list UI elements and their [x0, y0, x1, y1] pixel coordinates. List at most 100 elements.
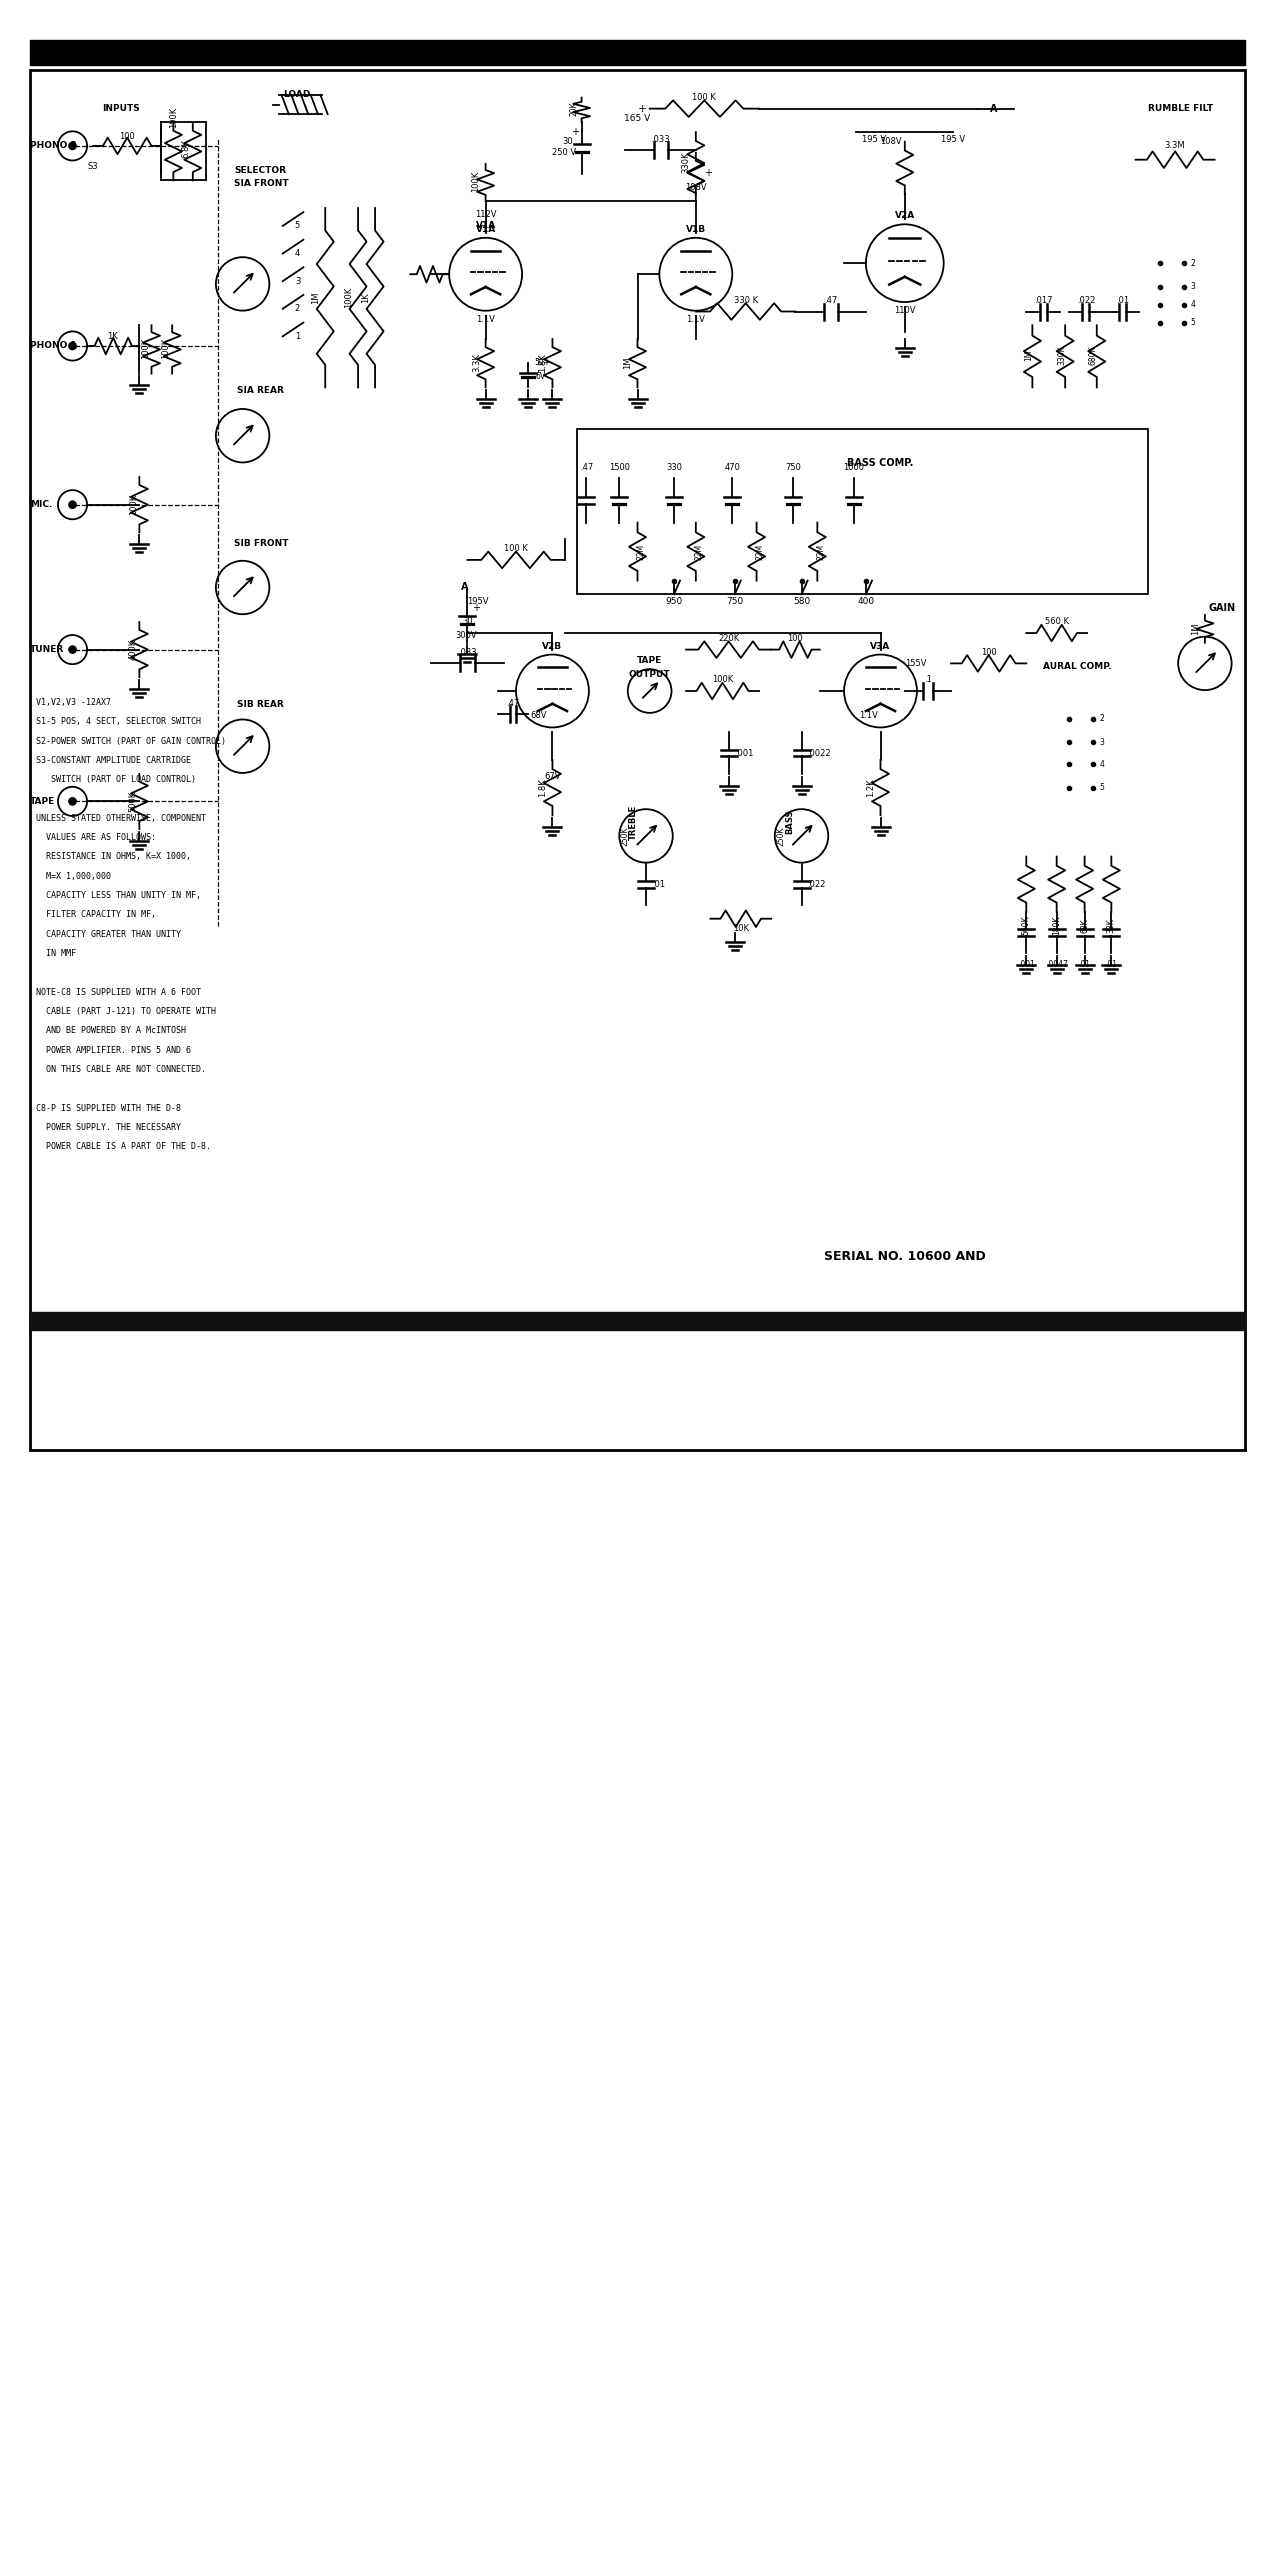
- Text: .01: .01: [652, 880, 665, 890]
- Text: 100: 100: [981, 648, 996, 658]
- Text: 470: 470: [724, 464, 740, 472]
- Bar: [577, 428, 1148, 594]
- Text: +: +: [473, 604, 480, 612]
- Text: 100K: 100K: [161, 339, 170, 360]
- Text: POWER SUPPLY. THE NECESSARY: POWER SUPPLY. THE NECESSARY: [36, 1122, 180, 1132]
- Text: 22M: 22M: [695, 543, 704, 558]
- Text: 50+: 50+: [534, 357, 550, 367]
- Text: ON THIS CABLE ARE NOT CONNECTED.: ON THIS CABLE ARE NOT CONNECTED.: [36, 1066, 206, 1074]
- Text: 250K: 250K: [777, 826, 785, 847]
- Text: .022: .022: [807, 880, 826, 890]
- Text: 110V: 110V: [894, 306, 915, 316]
- Text: V2B: V2B: [543, 643, 563, 650]
- Text: AND BE POWERED BY A McINTOSH: AND BE POWERED BY A McINTOSH: [36, 1025, 186, 1035]
- Text: SIB REAR: SIB REAR: [238, 701, 285, 709]
- Text: 67V: 67V: [544, 773, 561, 780]
- Text: 100 K: 100 K: [505, 543, 527, 553]
- Text: V1A: V1A: [475, 222, 496, 230]
- Text: 250 V: 250 V: [553, 148, 577, 158]
- Text: 400: 400: [858, 597, 874, 607]
- Text: .033: .033: [458, 648, 477, 658]
- Text: TREBLE: TREBLE: [629, 803, 638, 839]
- Bar: [31, 41, 1246, 64]
- Text: 2: 2: [1099, 714, 1104, 724]
- Text: GAIN: GAIN: [1209, 604, 1235, 612]
- Text: .0047: .0047: [1046, 959, 1068, 969]
- Text: 330: 330: [666, 464, 683, 472]
- Text: CAPACITY LESS THAN UNITY IN MF,: CAPACITY LESS THAN UNITY IN MF,: [36, 890, 201, 900]
- Text: 195V: 195V: [468, 597, 489, 607]
- Text: V1,V2,V3 -12AX7: V1,V2,V3 -12AX7: [36, 699, 111, 706]
- Text: .1: .1: [924, 676, 932, 683]
- Text: 2: 2: [295, 303, 300, 314]
- Text: 300V: 300V: [455, 632, 477, 640]
- Text: 1.8K: 1.8K: [538, 354, 548, 372]
- Text: BASS: BASS: [785, 811, 794, 834]
- Text: 1000: 1000: [843, 464, 864, 472]
- Text: VALUES ARE AS FOLLOWS:: VALUES ARE AS FOLLOWS:: [36, 834, 156, 842]
- Text: SIB FRONT: SIB FRONT: [234, 538, 289, 548]
- Text: CABLE (PART J-121) TO OPERATE WITH: CABLE (PART J-121) TO OPERATE WITH: [36, 1007, 216, 1015]
- Text: 750: 750: [785, 464, 801, 472]
- Text: 3: 3: [1099, 737, 1104, 747]
- Text: 3: 3: [295, 275, 300, 286]
- Text: SELECTOR: SELECTOR: [235, 166, 287, 176]
- Text: 330 K: 330 K: [733, 296, 758, 306]
- Text: AURAL COMP.: AURAL COMP.: [1043, 660, 1112, 671]
- Text: 100: 100: [788, 635, 803, 643]
- Text: 112V: 112V: [475, 212, 497, 219]
- Text: 22M: 22M: [816, 543, 825, 558]
- Text: 220K: 220K: [718, 635, 740, 643]
- Text: .47: .47: [506, 699, 519, 709]
- Text: 1K: 1K: [107, 332, 118, 342]
- Text: 155V: 155V: [905, 658, 927, 668]
- Text: UNLESS STATED OTHERWISE, COMPONENT: UNLESS STATED OTHERWISE, COMPONENT: [36, 813, 206, 824]
- Text: .033: .033: [651, 135, 670, 143]
- Text: SIA REAR: SIA REAR: [238, 385, 285, 395]
- Text: 1.8K: 1.8K: [538, 778, 548, 798]
- Text: S3-CONSTANT AMPLITUDE CARTRIDGE: S3-CONSTANT AMPLITUDE CARTRIDGE: [36, 755, 191, 765]
- Text: 950: 950: [665, 597, 683, 607]
- Text: .47: .47: [824, 296, 838, 306]
- Text: A: A: [461, 581, 469, 592]
- Text: .0022: .0022: [807, 750, 831, 757]
- Text: 5: 5: [295, 222, 300, 230]
- Text: 195 V: 195 V: [862, 135, 886, 143]
- Text: S3: S3: [88, 163, 98, 171]
- Text: 400K: 400K: [128, 640, 137, 660]
- Text: +: +: [704, 168, 712, 179]
- Text: .47: .47: [580, 464, 594, 472]
- Text: 1.1V: 1.1V: [686, 314, 705, 324]
- Text: 330K: 330K: [681, 150, 690, 173]
- Text: .01: .01: [1116, 296, 1129, 306]
- Text: RUMBLE FILT: RUMBLE FILT: [1148, 105, 1213, 112]
- Text: BASS COMP.: BASS COMP.: [848, 459, 914, 469]
- Text: NOTE-C8 IS SUPPLIED WITH A 6 FOOT: NOTE-C8 IS SUPPLIED WITH A 6 FOOT: [36, 987, 201, 997]
- Text: 68K: 68K: [1080, 918, 1089, 933]
- Text: 180K: 180K: [1052, 915, 1061, 936]
- Text: SIA FRONT: SIA FRONT: [234, 179, 289, 189]
- Text: 100: 100: [119, 133, 135, 140]
- Text: .022: .022: [1077, 296, 1096, 306]
- Text: 1500: 1500: [609, 464, 629, 472]
- Circle shape: [69, 342, 76, 349]
- Text: 30: 30: [463, 617, 473, 627]
- Text: 1M: 1M: [1024, 349, 1033, 362]
- Text: .017: .017: [1035, 296, 1052, 306]
- Text: 1.1V: 1.1V: [477, 314, 496, 324]
- Bar: [31, 1313, 1246, 1331]
- Text: 5: 5: [1191, 319, 1195, 326]
- Text: V3A: V3A: [871, 643, 891, 650]
- Text: 20K: 20K: [569, 102, 578, 115]
- Text: 10K: 10K: [733, 923, 749, 933]
- Text: C8-P IS SUPPLIED WITH THE D-8: C8-P IS SUPPLIED WITH THE D-8: [36, 1104, 180, 1112]
- Text: 2: 2: [1191, 258, 1195, 268]
- Text: 3.3M: 3.3M: [1164, 140, 1185, 150]
- Text: +: +: [638, 105, 647, 115]
- Text: PHONO 1: PHONO 1: [31, 342, 76, 349]
- Text: SERIAL NO. 10600 AND: SERIAL NO. 10600 AND: [824, 1250, 986, 1262]
- Circle shape: [69, 645, 76, 653]
- Text: 100K: 100K: [128, 495, 137, 515]
- Text: .01: .01: [1106, 959, 1117, 969]
- Text: POWER AMPLIFIER. PINS 5 AND 6: POWER AMPLIFIER. PINS 5 AND 6: [36, 1046, 191, 1056]
